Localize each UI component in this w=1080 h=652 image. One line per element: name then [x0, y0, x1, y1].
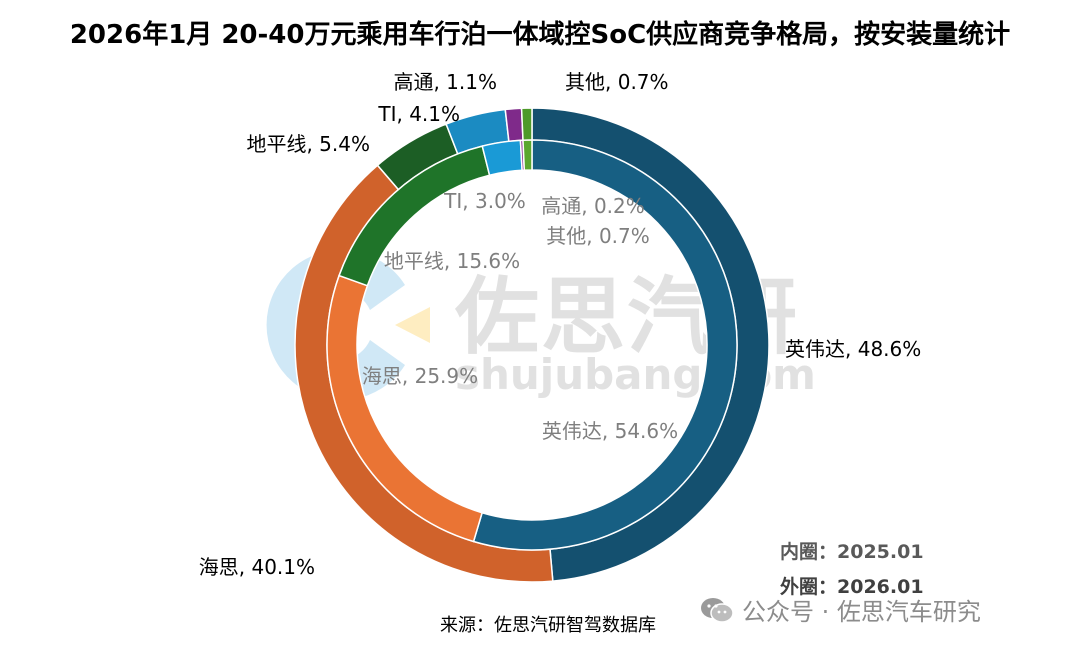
inner-slice-hisilicon — [326, 274, 484, 543]
outer-label-horizon: 地平线, 5.4% — [246, 132, 370, 156]
inner-ring — [326, 139, 738, 551]
footer-brand-text: 公众号 · 佐思汽车研究 — [742, 598, 981, 626]
outer-ring-key: 外圈：2026.01 — [780, 576, 924, 598]
inner-label-ti: TI, 3.0% — [443, 189, 526, 213]
outer-slice-qualcomm — [504, 107, 524, 143]
outer-label-qualcomm: 高通, 1.1% — [393, 70, 497, 94]
inner-slice-ti — [481, 139, 523, 177]
outer-label-ti: TI, 4.1% — [377, 102, 460, 126]
inner-slice-other — [522, 139, 533, 171]
source-note: 来源：佐思汽研智驾数据库 — [440, 615, 656, 636]
inner-label-horizon: 地平线, 15.6% — [384, 249, 520, 273]
inner-ring-key: 内圈：2025.01 — [780, 541, 924, 563]
outer-ring — [294, 107, 770, 583]
inner-label-hisilicon: 海思, 25.9% — [362, 364, 478, 388]
outer-label-hisilicon: 海思, 40.1% — [199, 555, 315, 579]
chart-title: 2026年1月 20-40万元乘用车行泊一体域控SoC供应商竞争格局，按安装量统… — [69, 20, 1011, 50]
inner-label-nvidia: 英伟达, 54.6% — [542, 419, 678, 443]
outer-labels: 英伟达, 48.6% 海思, 40.1% 地平线, 5.4% TI, 4.1% 高通, … — [199, 70, 922, 579]
outer-label-nvidia: 英伟达, 48.6% — [785, 337, 921, 361]
outer-slice-other — [520, 107, 533, 141]
wechat-icon — [701, 597, 734, 623]
inner-labels: 英伟达, 54.6% 海思, 25.9% 地平线, 15.6% TI, 3.0% 高通,… — [362, 189, 678, 443]
inner-label-qualcomm: 高通, 0.2% — [541, 194, 645, 218]
footer-brand: 公众号 · 佐思汽车研究 — [700, 592, 981, 627]
outer-label-other: 其他, 0.7% — [565, 70, 669, 94]
inner-label-other: 其他, 0.7% — [546, 224, 650, 248]
